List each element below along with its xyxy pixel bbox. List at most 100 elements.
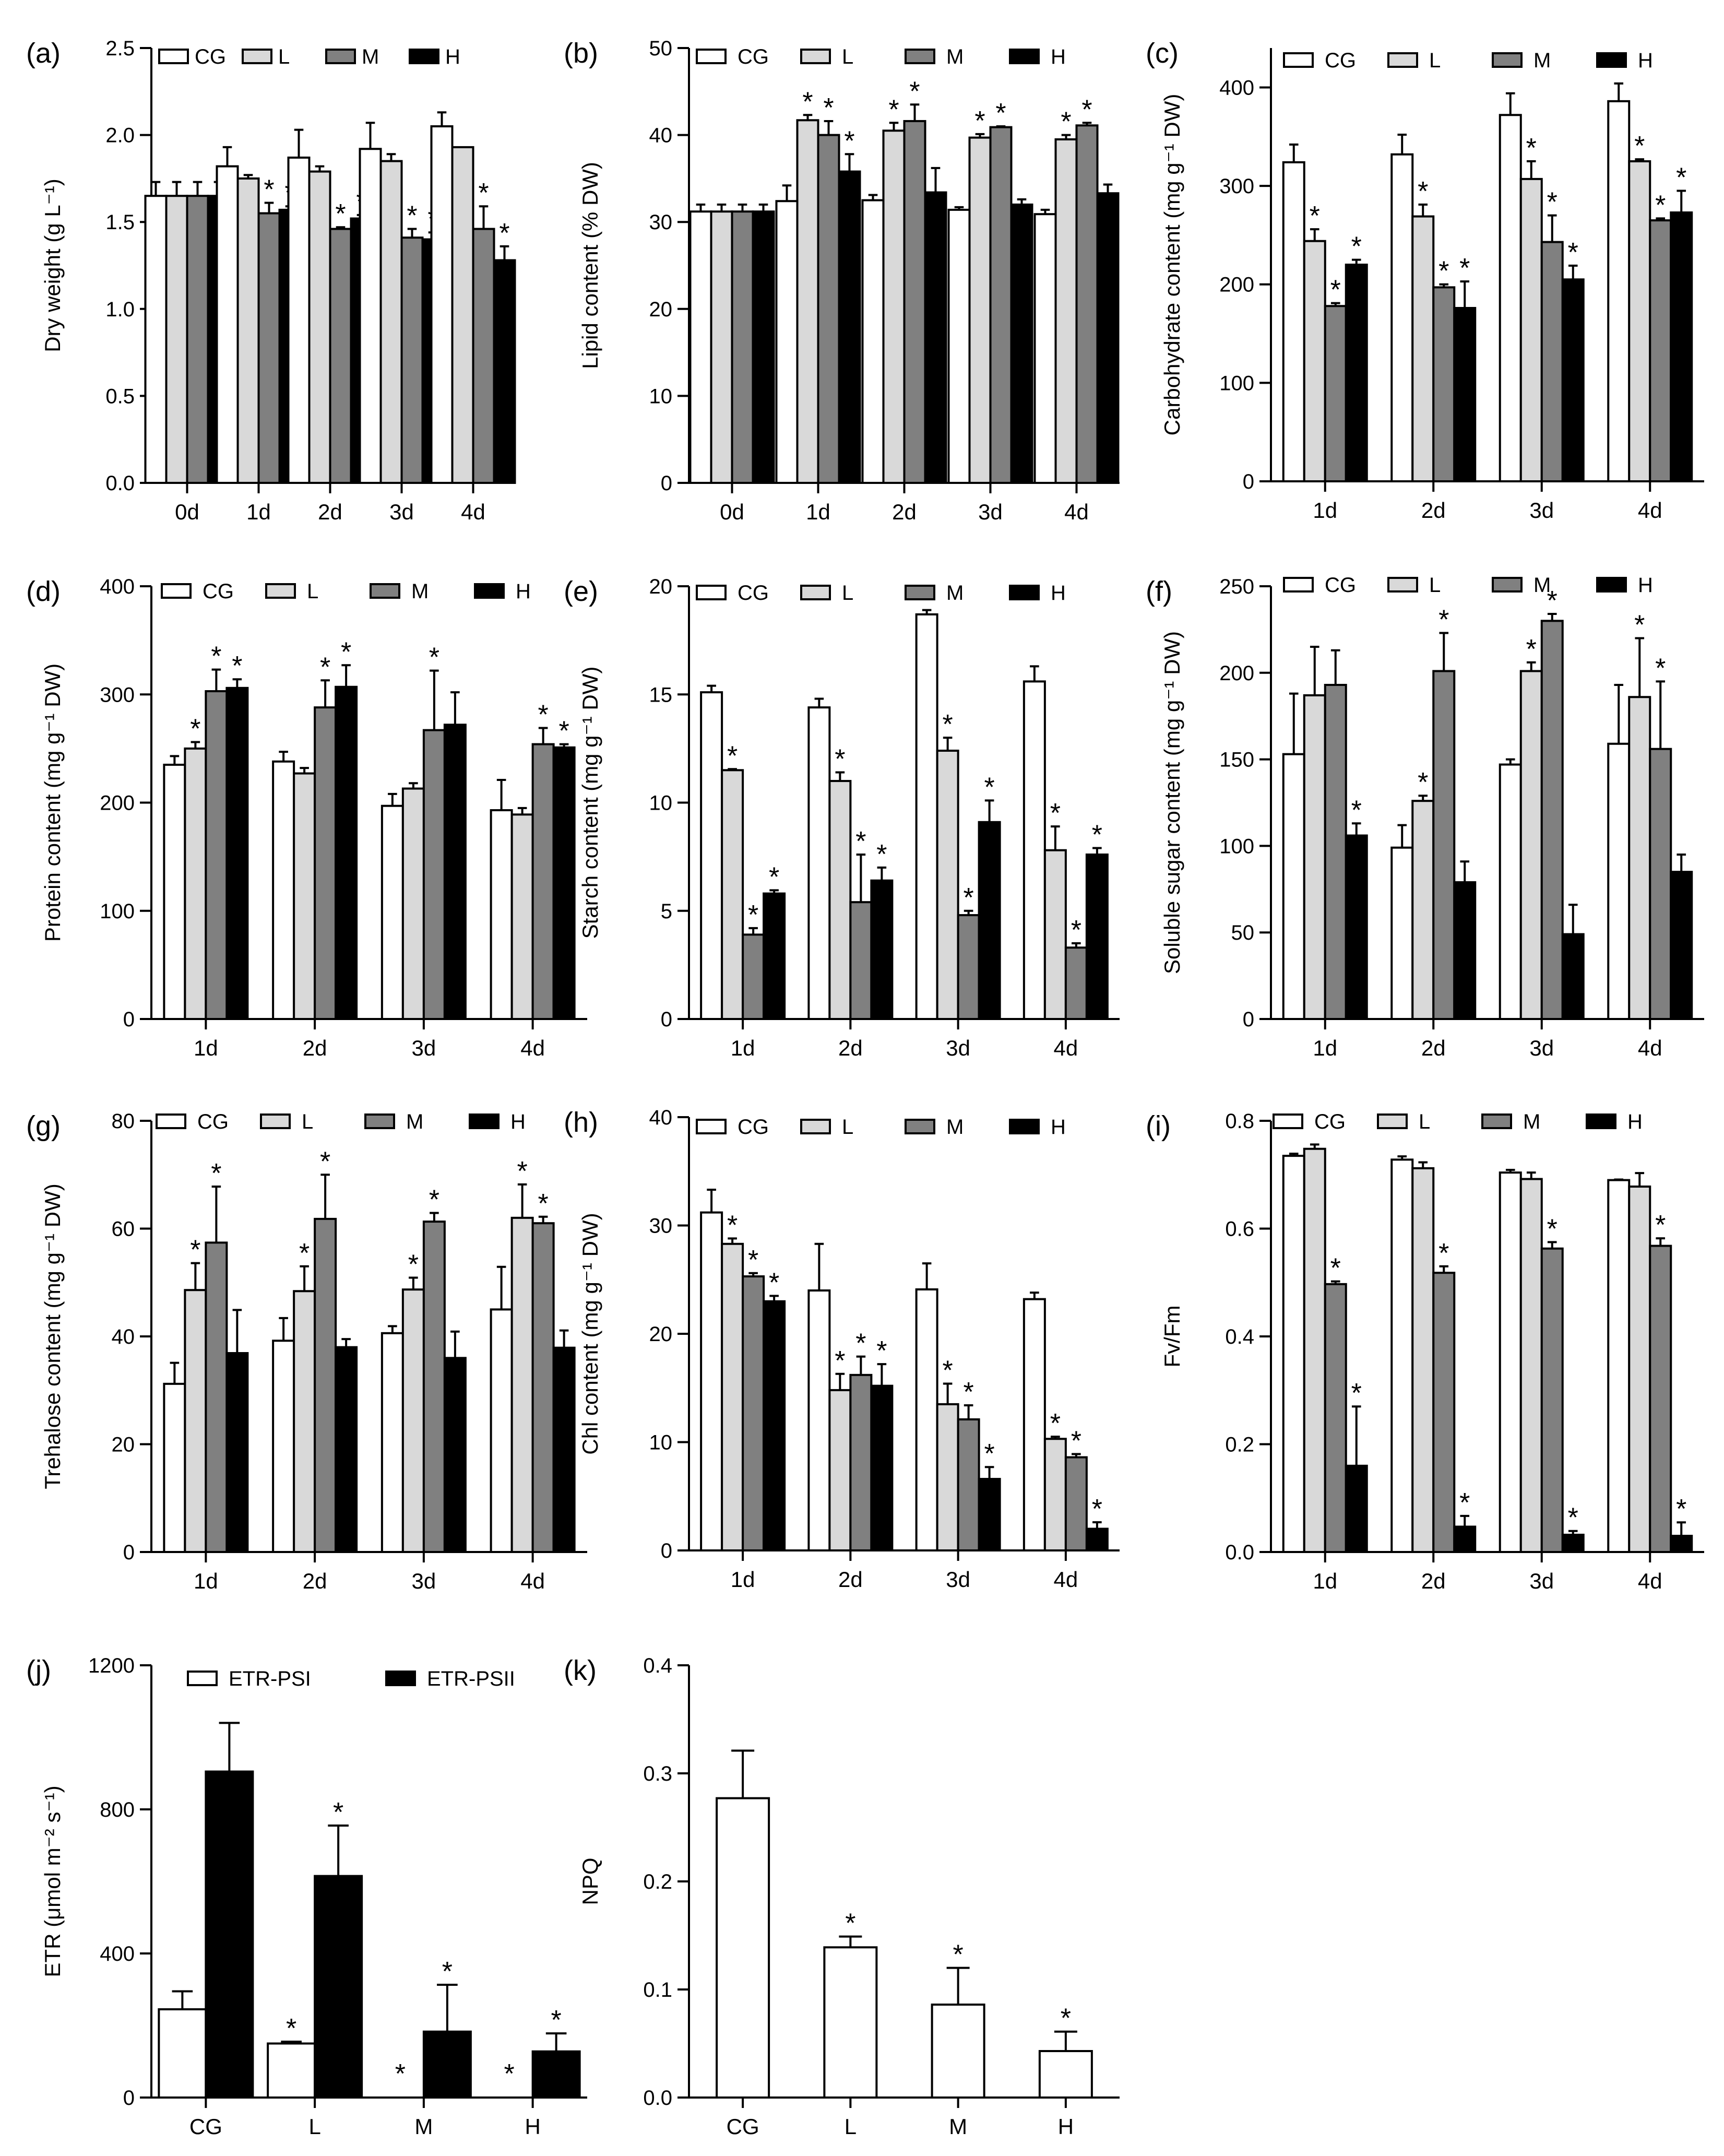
legend-swatch-h bbox=[1586, 1113, 1616, 1129]
bar-l bbox=[293, 772, 316, 1020]
chart-panel-h: (h) 0 10 20 30 40 Chl content (mg g⁻¹ DW) 1d * * *… bbox=[564, 1106, 1120, 1592]
significance-marker: * bbox=[1634, 610, 1645, 640]
x-tick-label: 1d bbox=[194, 1036, 218, 1060]
legend-label: CG bbox=[203, 580, 234, 603]
legend-swatch-m bbox=[905, 49, 935, 64]
significance-marker: * bbox=[211, 642, 221, 672]
legend-swatch-cg bbox=[696, 49, 727, 64]
significance-marker: * bbox=[1676, 163, 1686, 193]
panel-label: (e) bbox=[564, 576, 598, 607]
y-tick-label: 0 bbox=[1243, 1008, 1254, 1031]
bar-m bbox=[400, 236, 424, 484]
y-tick-label: 400 bbox=[100, 575, 135, 598]
x-tick-label: 3d bbox=[1529, 498, 1554, 523]
bar-cg bbox=[490, 1308, 513, 1553]
legend-label: L bbox=[1429, 49, 1441, 72]
y-tick-label: 1200 bbox=[88, 1654, 135, 1677]
panel-label: (c) bbox=[1146, 38, 1179, 69]
legend-label: M bbox=[1523, 1110, 1540, 1133]
bar-l bbox=[1411, 800, 1435, 1020]
y-tick-label: 20 bbox=[112, 1434, 135, 1456]
bar-cg bbox=[861, 199, 885, 484]
significance-marker: * bbox=[835, 744, 845, 774]
y-tick-label: 100 bbox=[1219, 835, 1254, 858]
panel-label: (j) bbox=[26, 1655, 51, 1686]
legend-label: CG bbox=[738, 582, 769, 605]
x-tick-label: 1d bbox=[731, 1567, 755, 1592]
legend-swatch-cg bbox=[1283, 577, 1314, 593]
y-tick-label: 250 bbox=[1219, 575, 1254, 598]
y-tick-label: 300 bbox=[100, 683, 135, 706]
y-tick-label: 100 bbox=[100, 900, 135, 923]
bar-cg bbox=[216, 165, 239, 484]
bar-cg bbox=[359, 148, 382, 484]
y-axis-label: Lipid content (% DW) bbox=[578, 162, 602, 369]
y-tick-label: 20 bbox=[649, 1323, 673, 1346]
bar-l bbox=[721, 1242, 744, 1551]
legend-swatch-m bbox=[905, 1119, 935, 1134]
bar-l bbox=[165, 195, 188, 484]
legend-label: M bbox=[1533, 574, 1551, 597]
legend-swatch-cg bbox=[696, 585, 727, 600]
bar-cg bbox=[1390, 846, 1414, 1020]
x-tick-label: 0d bbox=[175, 500, 199, 524]
bar-m bbox=[1540, 620, 1564, 1020]
bar-l bbox=[510, 813, 534, 1020]
bar-cg bbox=[287, 156, 311, 484]
legend-label: H bbox=[1638, 574, 1653, 597]
bar-h bbox=[1085, 853, 1109, 1020]
bar-etr-psii bbox=[314, 1875, 363, 2099]
bar-h bbox=[838, 170, 861, 484]
y-tick-label: 2.0 bbox=[105, 124, 135, 147]
x-tick-label: 1d bbox=[1313, 498, 1337, 523]
significance-marker: * bbox=[1634, 131, 1645, 161]
significance-marker: * bbox=[299, 1238, 310, 1269]
y-axis-label: Chl content (mg g⁻¹ DW) bbox=[578, 1213, 602, 1454]
bar-h bbox=[335, 685, 358, 1021]
bar-etr-psi bbox=[267, 2042, 316, 2099]
x-tick-label: 2d bbox=[892, 500, 917, 524]
bar-m bbox=[1540, 1247, 1564, 1553]
y-tick-label: 30 bbox=[649, 211, 673, 234]
legend-label: L bbox=[302, 1110, 313, 1133]
legend-label: L bbox=[842, 582, 853, 605]
bar-m bbox=[1324, 684, 1347, 1020]
bar-l bbox=[236, 177, 260, 484]
significance-marker: * bbox=[1351, 795, 1362, 825]
y-tick-label: 2.5 bbox=[105, 37, 135, 60]
legend-label: M bbox=[411, 580, 429, 603]
bar-cg bbox=[807, 706, 831, 1020]
legend-label: M bbox=[1533, 49, 1551, 72]
y-tick-label: 50 bbox=[649, 37, 673, 60]
y-tick-label: 0 bbox=[661, 1008, 672, 1031]
bar-l bbox=[308, 170, 331, 484]
significance-marker: * bbox=[264, 175, 274, 205]
bar-cg bbox=[163, 1382, 186, 1554]
significance-marker: * bbox=[888, 94, 899, 125]
legend-swatch-m bbox=[325, 49, 356, 64]
y-tick-label: 40 bbox=[649, 1106, 673, 1129]
bar-l bbox=[1054, 138, 1078, 484]
bar-h bbox=[924, 191, 947, 484]
bar-h bbox=[1670, 871, 1693, 1020]
bar-cg bbox=[272, 760, 295, 1020]
chart-panel-d: (d) 0 100 200 300 400 Protein content (mg g⁻¹ … bbox=[26, 575, 587, 1060]
significance-marker: * bbox=[1061, 2004, 1071, 2034]
x-tick-label: 3d bbox=[389, 500, 414, 524]
significance-marker: * bbox=[1330, 1253, 1341, 1284]
bar-h bbox=[1670, 1535, 1693, 1553]
y-tick-label: 0.1 bbox=[643, 1979, 672, 2001]
x-tick-label: L bbox=[308, 2114, 320, 2139]
legend-swatch-l bbox=[260, 1113, 291, 1129]
bar-cg bbox=[807, 1289, 831, 1551]
legend-swatch-h bbox=[1596, 52, 1627, 68]
legend-label: H bbox=[510, 1110, 526, 1133]
legend-swatch-m bbox=[1481, 1113, 1512, 1129]
bar-m bbox=[205, 1241, 228, 1553]
bar-m bbox=[849, 901, 873, 1021]
chart-panel-j: (j) 0 400 800 1200 ETR (μmol m⁻² s⁻¹) CG L * * M * *… bbox=[26, 1654, 587, 2139]
significance-marker: * bbox=[341, 637, 351, 667]
significance-marker: * bbox=[845, 1909, 855, 1939]
bar-h bbox=[1453, 307, 1477, 482]
significance-marker: * bbox=[802, 87, 813, 117]
